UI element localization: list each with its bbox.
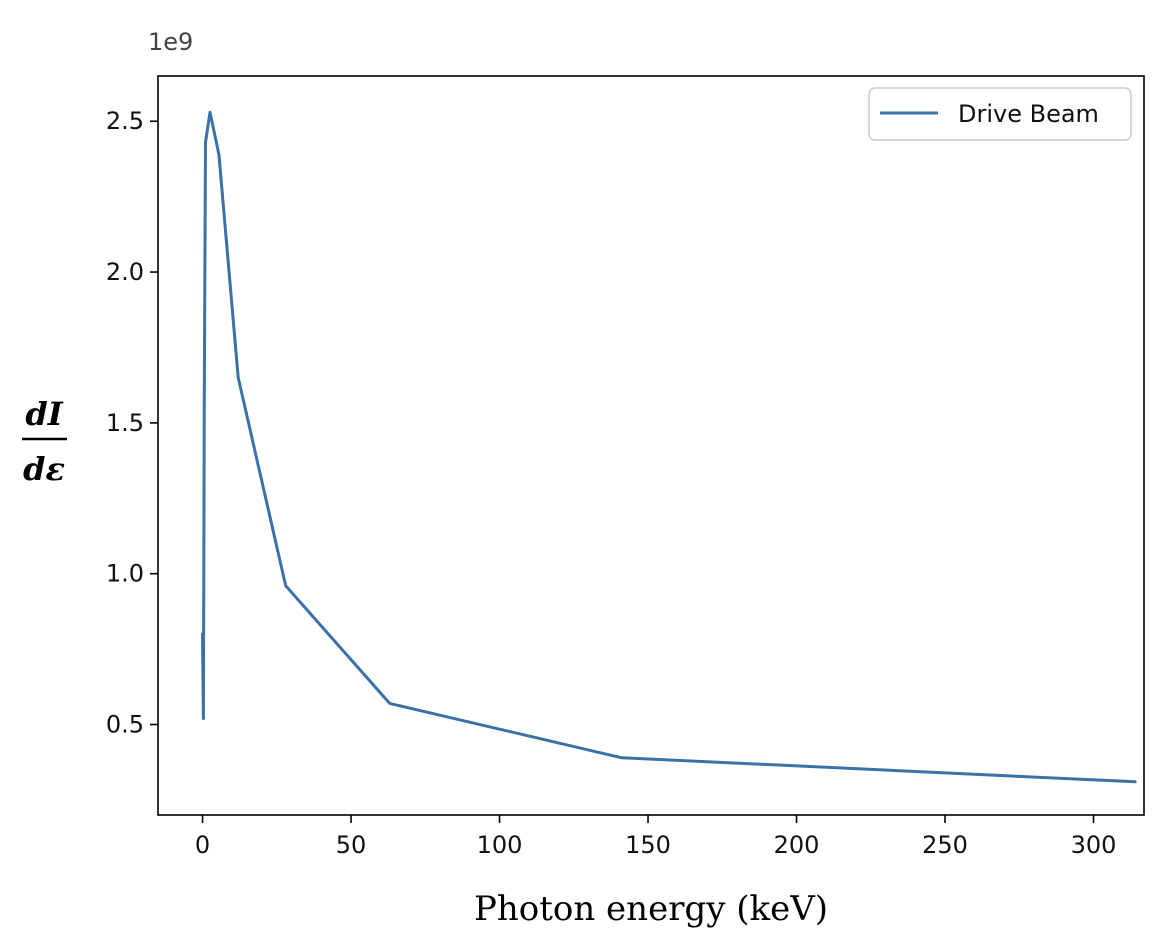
y-axis-ticks: 0.5 1.0 1.5 2.0 2.5 [106,107,158,739]
x-tick-label: 100 [477,831,523,859]
x-axis-ticks: 0 50 100 150 200 250 300 [195,815,1117,859]
x-tick-label: 200 [774,831,820,859]
y-tick-label: 2.5 [106,107,144,135]
y-tick-label: 2.0 [106,258,144,286]
plot-area [157,75,1145,816]
x-tick-label: 150 [625,831,671,859]
y-tick-label: 0.5 [106,711,144,739]
x-tick-label: 250 [922,831,968,859]
series-line-drive-beam [201,110,1137,784]
y-axis-label-denominator: dε [23,450,65,488]
legend: Drive Beam [868,87,1132,141]
y-axis-label-numerator: dI [25,395,63,433]
y-tick-label: 1.5 [106,409,144,437]
y-axis-label: dI dε [22,395,67,488]
y-tick-label: 1.0 [106,560,144,588]
series-layer [201,110,1137,784]
x-tick-label: 0 [195,831,210,859]
y-offset-label: 1e9 [148,28,193,56]
x-axis-label: Photon energy (keV) [474,889,828,929]
x-tick-label: 300 [1071,831,1117,859]
x-tick-label: 50 [336,831,367,859]
legend-box [868,87,1132,141]
legend-label-drive-beam: Drive Beam [958,100,1099,128]
